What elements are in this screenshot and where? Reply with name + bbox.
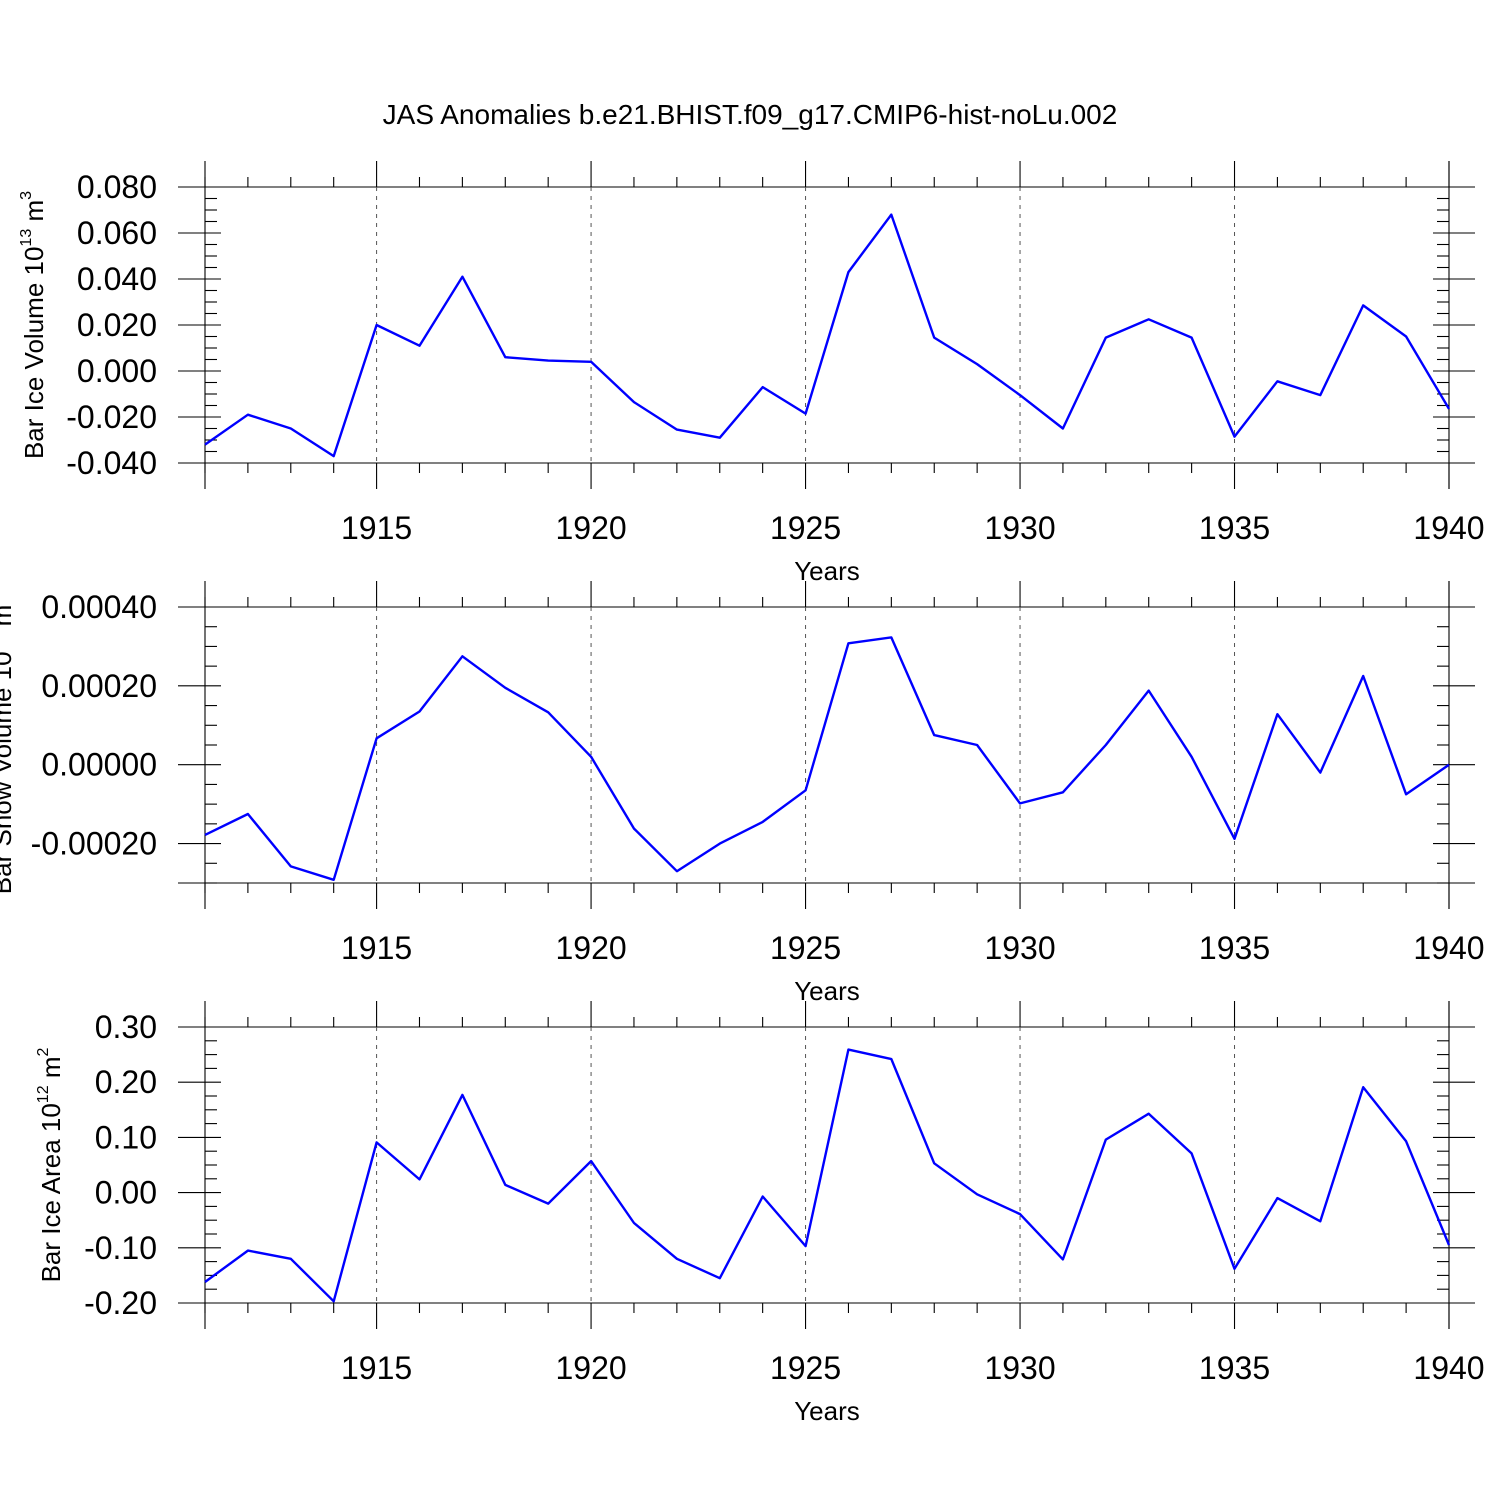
x-axis-label: Years [794,976,860,1006]
x-tick-label: 1935 [1199,930,1270,966]
x-tick-label: 1915 [341,510,412,546]
panel-3: -0.20 -0.10 0.00 0.10 0.20 0.30 1915 1920 1925 19… [35,1001,1485,1426]
y-tick-label: -0.20 [84,1285,157,1321]
y-tick-label: 0.000 [77,353,157,389]
x-tick-label: 1925 [770,930,841,966]
y-tick-label: -0.10 [84,1230,157,1266]
series-line [204,636,1450,881]
x-tick-label: 1925 [770,510,841,546]
panel-2: -0.00020 0.00000 0.00020 0.00040 1915 1920 192… [0,581,1485,1006]
y-tick-label: 0.20 [95,1064,157,1100]
x-tick-label: 1925 [770,1350,841,1386]
x-tick-label: 1940 [1413,1350,1484,1386]
x-tick-label: 1940 [1413,510,1484,546]
y-tick-label: 0.020 [77,307,157,343]
x-tick-label: 1930 [984,510,1055,546]
y-tick-label: 0.00000 [41,747,157,783]
x-tick-label: 1935 [1199,510,1270,546]
x-axis-label: Years [794,556,860,586]
y-tick-label: -0.020 [66,399,157,435]
x-tick-label: 1915 [341,1350,412,1386]
y-tick-label: 0.00040 [41,589,157,625]
panel-1: -0.040 -0.020 0.000 0.020 0.040 0.060 0.080 191… [18,161,1485,586]
y-tick-label: 0.00 [95,1175,157,1211]
x-tick-label: 1935 [1199,1350,1270,1386]
x-axis-label: Years [794,1396,860,1426]
x-tick-label: 1920 [555,930,626,966]
y-tick-label: 0.080 [77,169,157,205]
x-tick-label: 1920 [555,1350,626,1386]
y-tick-label: 0.30 [95,1009,157,1045]
y-tick-label: 0.00020 [41,668,157,704]
x-tick-label: 1915 [341,930,412,966]
x-tick-label: 1930 [984,1350,1055,1386]
x-tick-label: 1940 [1413,930,1484,966]
y-tick-label: 0.10 [95,1119,157,1155]
y-axis-label: Bar Ice Area 1012 m2 [35,1047,66,1282]
x-tick-label: 1930 [984,930,1055,966]
figure-title: JAS Anomalies b.e21.BHIST.f09_g17.CMIP6-… [383,99,1118,130]
series-line [204,1048,1451,1303]
y-axis-label: Bar Snow Volume 1013 m3 [0,596,17,895]
y-tick-label: -0.00020 [31,826,157,862]
y-tick-label: 0.040 [77,261,157,297]
x-tick-label: 1920 [555,510,626,546]
series-line [204,213,1451,458]
y-axis-label: Bar Ice Volume 1013 m3 [18,191,49,459]
y-tick-label: -0.040 [66,445,157,481]
y-tick-label: 0.060 [77,215,157,251]
